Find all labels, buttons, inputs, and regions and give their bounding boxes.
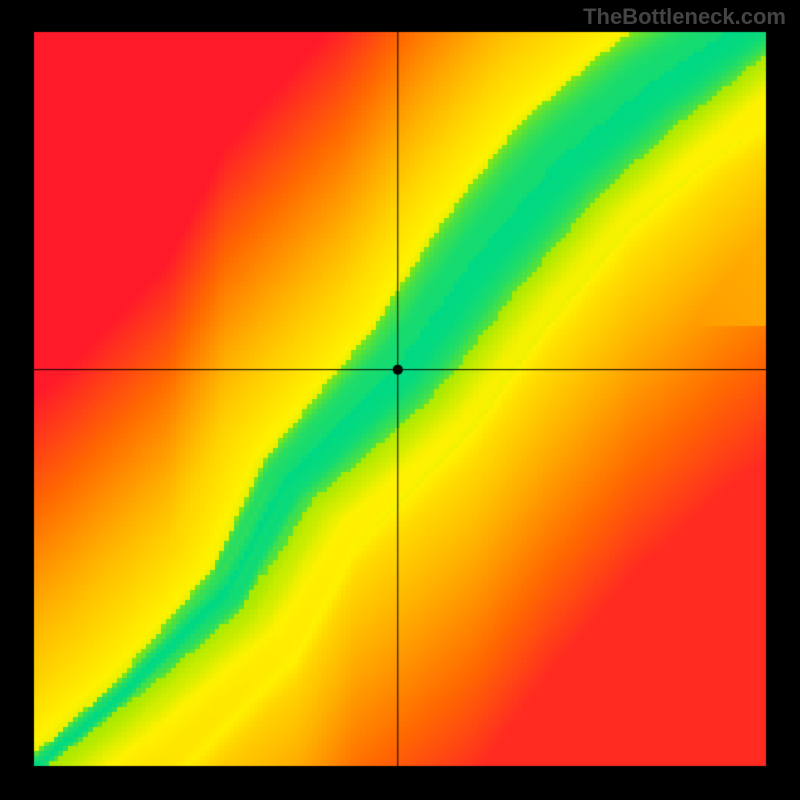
bottleneck-heatmap [0,0,800,800]
watermark-text: TheBottleneck.com [583,4,786,30]
